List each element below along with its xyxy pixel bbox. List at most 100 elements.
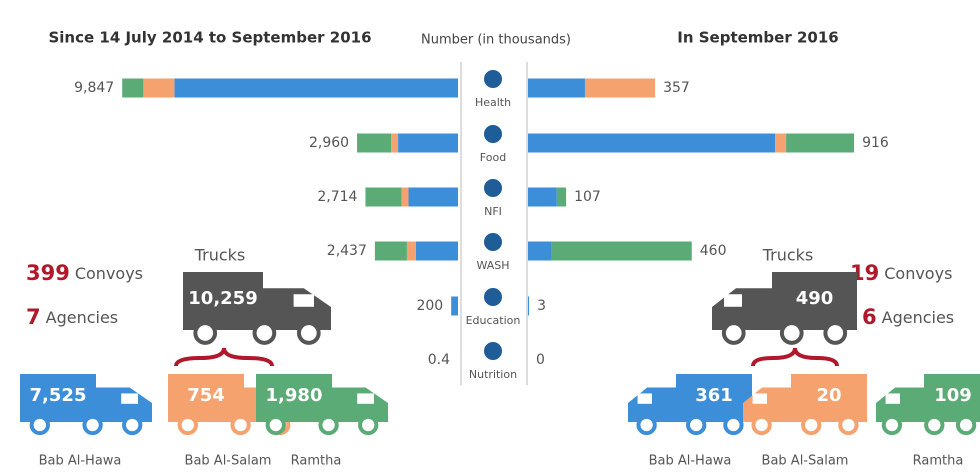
trucks-label: Trucks bbox=[194, 246, 246, 265]
truck-window bbox=[753, 393, 767, 403]
truck-wheel bbox=[958, 417, 974, 433]
bar-segment bbox=[585, 79, 655, 98]
crossing-label: Ramtha bbox=[913, 454, 964, 469]
bar-segment bbox=[357, 134, 391, 153]
value-label: 107 bbox=[574, 189, 601, 205]
crossing-label: Bab Al-Hawa bbox=[649, 454, 732, 469]
truck-window bbox=[121, 393, 138, 403]
value-label: 200 bbox=[416, 298, 443, 314]
icon bbox=[484, 342, 502, 360]
value-label: 2,437 bbox=[327, 243, 367, 259]
infographic: Since 14 July 2014 to September 2016 Num… bbox=[0, 0, 980, 472]
category-label: Food bbox=[480, 151, 506, 164]
truck-wheel bbox=[32, 417, 48, 433]
truck-window bbox=[294, 294, 314, 307]
truck-window bbox=[357, 393, 374, 403]
truck-count: 754 bbox=[187, 385, 225, 406]
truck-wheel bbox=[753, 417, 769, 433]
truck-count: 109 bbox=[934, 385, 972, 406]
bar-segment bbox=[528, 188, 557, 207]
crossing-label: Bab Al-Hawa bbox=[39, 454, 122, 469]
right-title: In September 2016 bbox=[677, 29, 838, 47]
bar-segment bbox=[365, 188, 401, 207]
category-label: NFI bbox=[484, 205, 502, 218]
truck-wheel bbox=[124, 417, 140, 433]
truck-window bbox=[724, 294, 742, 307]
value-label: 2,714 bbox=[317, 189, 357, 205]
crossing-label: Bab Al-Salam bbox=[762, 454, 849, 469]
category-label: WASH bbox=[476, 259, 509, 272]
value-label: 3 bbox=[537, 298, 546, 314]
icon bbox=[484, 179, 502, 197]
bar-segment bbox=[143, 79, 174, 98]
truck-wheel bbox=[84, 417, 100, 433]
category-label: Health bbox=[475, 96, 511, 109]
category-label: Nutrition bbox=[469, 368, 517, 381]
value-label: 9,847 bbox=[74, 80, 114, 96]
icon bbox=[484, 125, 502, 143]
truck-wheel bbox=[724, 323, 744, 343]
bar-segment bbox=[407, 242, 416, 261]
bar-segment bbox=[528, 79, 585, 98]
truck-wheel bbox=[268, 417, 284, 433]
truck-count: 20 bbox=[816, 385, 841, 406]
truck-count: 7,525 bbox=[30, 385, 87, 406]
truck-count: 361 bbox=[695, 385, 733, 406]
crossing-label: Ramtha bbox=[291, 454, 342, 469]
truck-wheel bbox=[725, 417, 741, 433]
truck-wheel bbox=[638, 417, 654, 433]
bar-segment bbox=[174, 79, 458, 98]
truck-window bbox=[638, 393, 652, 403]
bar-segment bbox=[398, 134, 458, 153]
crossing-label: Bab Al-Salam bbox=[185, 454, 272, 469]
center-title: Number (in thousands) bbox=[421, 33, 571, 48]
truck-count: 490 bbox=[796, 288, 834, 309]
truck-wheel bbox=[926, 417, 942, 433]
truck-wheel bbox=[195, 323, 215, 343]
value-label: 916 bbox=[862, 135, 889, 151]
bar-segment bbox=[552, 242, 692, 261]
truck-wheel bbox=[782, 323, 802, 343]
truck-count: 10,259 bbox=[188, 288, 257, 309]
icon bbox=[484, 70, 502, 88]
bar-segment bbox=[122, 79, 143, 98]
bar-segment bbox=[557, 188, 566, 207]
truck-wheel bbox=[255, 323, 275, 343]
value-label: 460 bbox=[700, 243, 727, 259]
value-label: 0 bbox=[536, 352, 545, 368]
truck-wheel bbox=[180, 417, 196, 433]
truck-wheel bbox=[688, 417, 704, 433]
icon bbox=[484, 233, 502, 251]
truck-wheel bbox=[299, 323, 319, 343]
truck-wheel bbox=[320, 417, 336, 433]
category-label: Education bbox=[466, 314, 521, 327]
truck-wheel bbox=[825, 323, 845, 343]
truck-wheel bbox=[803, 417, 819, 433]
bar-segment bbox=[375, 242, 407, 261]
bar-segment bbox=[775, 134, 786, 153]
truck-window bbox=[886, 393, 900, 403]
value-label: 0.4 bbox=[428, 352, 450, 368]
bar-segment bbox=[416, 242, 458, 261]
value-label: 2,960 bbox=[309, 135, 349, 151]
trucks-label: Trucks bbox=[762, 246, 814, 265]
bar-segment bbox=[451, 297, 458, 316]
value-label: 357 bbox=[663, 80, 690, 96]
convoys: 399Convoys bbox=[26, 261, 143, 285]
left-title: Since 14 July 2014 to September 2016 bbox=[48, 29, 371, 47]
bar-segment bbox=[786, 134, 854, 153]
truck-wheel bbox=[840, 417, 856, 433]
bar-segment bbox=[528, 297, 529, 316]
icon bbox=[484, 288, 502, 306]
bar-segment bbox=[528, 242, 552, 261]
bar-segment bbox=[391, 134, 398, 153]
bar-segment bbox=[401, 188, 408, 207]
truck-wheel bbox=[884, 417, 900, 433]
truck-wheel bbox=[360, 417, 376, 433]
bar-segment bbox=[528, 134, 775, 153]
truck-count: 1,980 bbox=[266, 385, 323, 406]
truck-wheel bbox=[232, 417, 248, 433]
